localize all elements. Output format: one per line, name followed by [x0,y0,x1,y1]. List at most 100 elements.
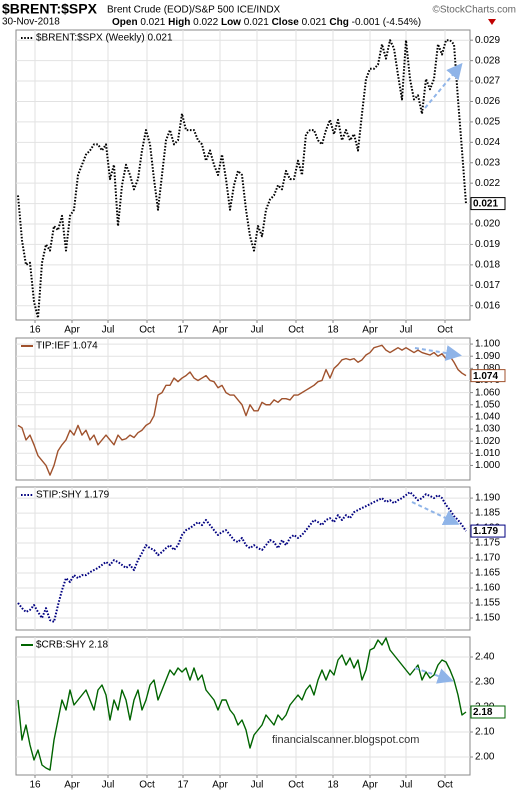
x-tick-label: 17 [177,325,189,336]
stat-label: Low [221,17,241,28]
chart-title: $BRENT:$SPX [2,1,98,17]
y-tick-label: 1.100 [475,339,500,350]
x-tick-label: Jul [400,325,413,336]
y-tick-label: 1.090 [475,351,500,362]
arrow [414,667,454,684]
trend-arrows [411,62,463,684]
legend-label: TIP:IEF 1.074 [36,341,98,352]
y-tick-label: 1.030 [475,424,500,435]
legend-label: $CRB:SHY 2.18 [36,640,109,651]
y-tick-label: 1.000 [475,460,500,471]
x-tick-label: Jul [102,780,115,791]
y-tick-label: 0.029 [475,35,500,46]
y-tick-label: 1.165 [475,568,500,579]
source: ©StockCharts.com [432,5,516,16]
x-tick-label: 17 [177,780,189,791]
x-tick-label: 18 [327,325,339,336]
x-tick-label: Jul [251,325,264,336]
x-tick-label: Apr [64,780,80,791]
series-line [17,491,467,623]
stat-label: Open [112,17,138,28]
series-line [17,344,467,476]
y-tick-label: 2.00 [475,752,495,763]
value-tag [470,369,506,383]
x-tick-label: 16 [29,325,41,336]
y-tick-label: 0.026 [475,96,500,107]
quote-stats: Open 0.021 High 0.022 Low 0.021 Close 0.… [112,17,421,28]
y-tick-label: 0.018 [475,259,500,270]
y-tick-label: 1.150 [475,613,500,624]
value-tag [470,524,506,538]
y-tick-label: 0.022 [475,178,500,189]
value-tag-label: 2.18 [473,707,493,718]
stat-label: High [168,17,190,28]
arrow [414,345,462,361]
y-tick-label: 1.040 [475,412,500,423]
stat-label: Close [272,17,300,28]
stat-value: 0.021 [140,17,165,28]
y-tick-label: 1.050 [475,399,500,410]
y-tick-label: 0.017 [475,280,500,291]
value-tag [470,197,506,211]
arrow [424,62,463,109]
y-tick-label: 2.40 [475,652,495,663]
y-tick-label: 1.160 [475,583,500,594]
y-tick-label: 0.025 [475,117,500,128]
x-tick-label: Jul [102,325,115,336]
panel-frame [15,636,471,776]
y-tick-label: 1.185 [475,508,500,519]
y-tick-label: 1.190 [475,493,500,504]
y-tick-label: 1.010 [475,448,500,459]
x-tick-label: 16 [29,780,41,791]
x-tick-label: Apr [362,780,378,791]
annotation: financialscanner.blogspot.com [272,734,419,746]
x-tick-label: Apr [212,325,228,336]
panels: 16 Apr Jul Oct 17 Apr Jul Oct 18 Apr Jul Oct 0.016 0.… [15,29,506,791]
value-tag-label: 1.179 [473,526,498,537]
value-tag-label: 0.021 [473,199,498,210]
y-tick-label: 1.155 [475,598,500,609]
x-tick-label: 18 [327,780,339,791]
y-tick-label: 1.080 [475,363,500,374]
x-tick-label: Jul [400,780,413,791]
stat-label: Chg [329,17,348,28]
series-line [17,637,467,771]
stat-value: 0.022 [193,17,218,28]
date: 30-Nov-2018 [2,17,60,28]
x-tick-label: Apr [64,325,80,336]
x-tick-label: Apr [212,780,228,791]
y-tick-label: 0.016 [475,300,500,311]
stat-value: -0.001 (-4.54%) [352,17,421,28]
y-tick-label: 0.020 [475,219,500,230]
y-tick-label: 0.027 [475,76,500,87]
y-tick-label: 1.170 [475,553,500,564]
legend-label: STIP:SHY 1.179 [36,490,110,501]
y-tick-label: 0.023 [475,157,500,168]
y-tick-label: 2.10 [475,727,495,738]
y-tick-label: 2.30 [475,677,495,688]
chart-subtitle: Brent Crude (EOD)/S&P 500 ICE/INDX [107,5,281,16]
y-tick-label: 1.020 [475,436,500,447]
stat-value: 0.021 [244,17,269,28]
y-tick-label: 0.024 [475,137,500,148]
x-tick-label: Oct [437,780,453,791]
value-tag-label: 1.074 [473,371,498,382]
down-icon [488,19,496,25]
value-tag [470,705,506,719]
stat-value: 0.021 [302,17,327,28]
x-tick-label: Oct [139,325,155,336]
x-tick-label: Apr [362,325,378,336]
x-tick-label: Oct [288,780,304,791]
legend-label: $BRENT:$SPX (Weekly) 0.021 [36,33,173,44]
y-tick-label: 1.175 [475,538,500,549]
x-tick-label: Jul [251,780,264,791]
x-tick-label: Oct [139,780,155,791]
x-tick-label: Oct [288,325,304,336]
series-line [17,39,467,319]
y-tick-label: 1.060 [475,387,500,398]
y-tick-label: 0.019 [475,239,500,250]
y-tick-label: 0.028 [475,55,500,66]
arrow [411,501,460,526]
x-tick-label: Oct [437,325,453,336]
